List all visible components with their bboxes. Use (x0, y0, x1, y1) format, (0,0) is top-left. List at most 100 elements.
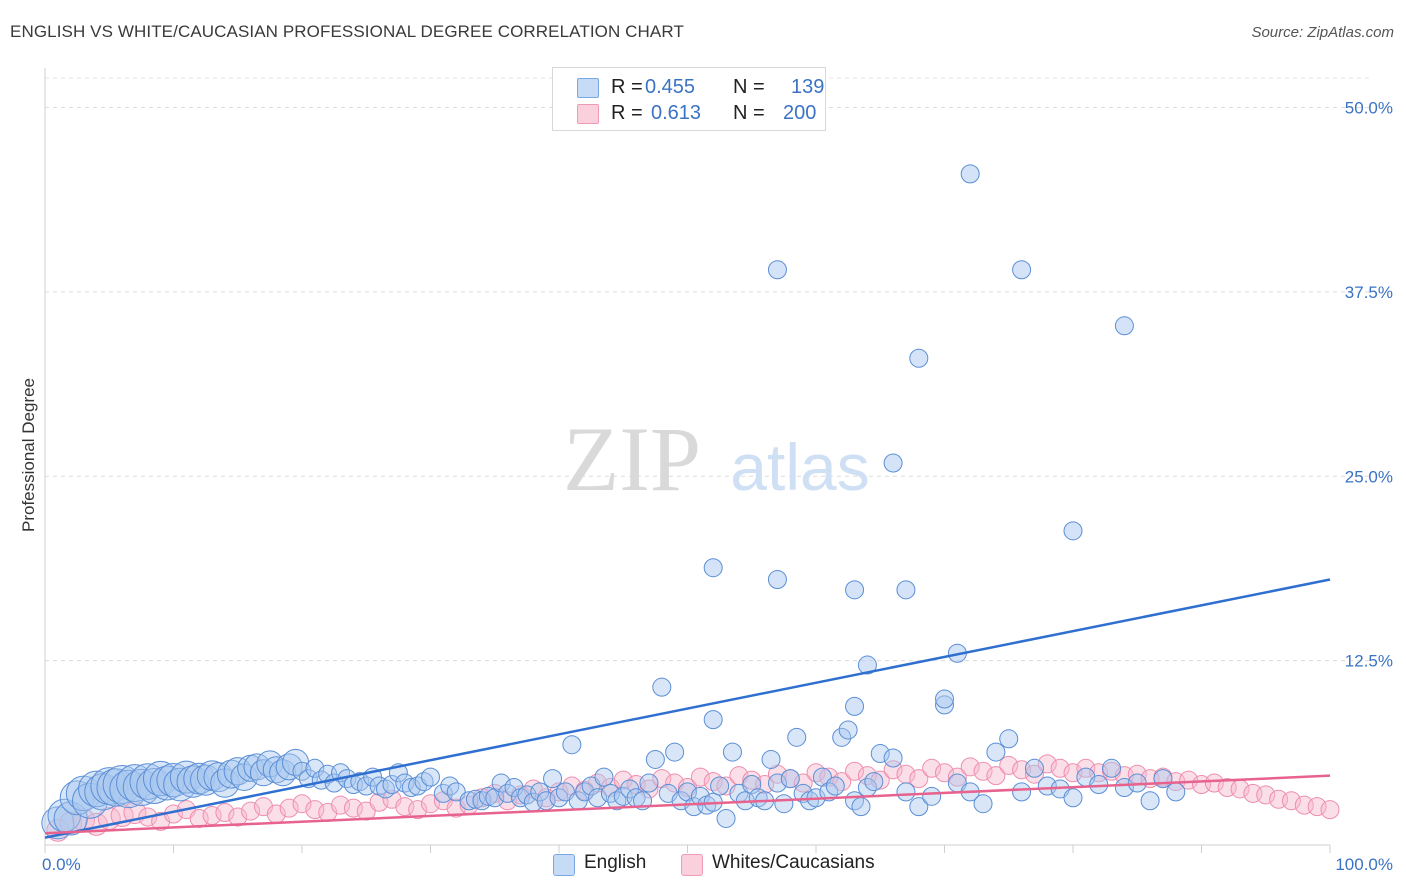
data-point (690, 767, 710, 787)
data-point (787, 727, 807, 747)
bottom-legend-swatch-whites (681, 854, 703, 876)
data-point (999, 755, 1019, 775)
data-point-outlier (857, 655, 877, 675)
data-point (716, 808, 736, 828)
data-point (465, 789, 485, 809)
data-point-outlier (845, 696, 865, 716)
axes (44, 68, 1331, 853)
data-point (562, 735, 582, 755)
data-point (96, 768, 135, 807)
data-point (142, 760, 179, 797)
data-point (1037, 776, 1057, 796)
data-point (645, 749, 665, 769)
data-point (408, 800, 428, 820)
data-point (665, 742, 685, 762)
data-point (395, 797, 415, 817)
data-point (652, 677, 672, 697)
data-point (883, 748, 903, 768)
data-point-outlier (883, 453, 903, 473)
data-point (986, 766, 1006, 786)
data-point (129, 763, 167, 800)
data-point-outlier (703, 558, 723, 578)
legend-r-label: R = (611, 102, 643, 124)
data-point (1037, 754, 1057, 774)
data-point (1024, 758, 1044, 778)
data-point (517, 785, 537, 805)
data-point (331, 795, 351, 815)
y-axis-label: Professional Degree (19, 378, 38, 532)
source-label: Source: ZipAtlas.com (1251, 24, 1394, 41)
data-point-outlier (1012, 260, 1032, 280)
chart-title: ENGLISH VS WHITE/CAUCASIAN PROFESSIONAL … (10, 22, 684, 41)
legend-r-value: 0.613 (651, 102, 702, 124)
data-point (722, 742, 742, 762)
data-point (215, 803, 235, 823)
data-point (279, 798, 299, 818)
legend-r-label: R = (611, 76, 643, 98)
data-point (1140, 791, 1160, 811)
data-point (594, 767, 614, 787)
x-tick-label: 0.0% (42, 855, 81, 874)
data-point (793, 773, 813, 793)
watermark-zip: ZIP (563, 408, 701, 510)
grid-lines (45, 77, 1370, 662)
data-point (169, 760, 203, 794)
data-point-outlier (767, 570, 787, 589)
data-point (845, 761, 865, 781)
data-point (600, 783, 620, 803)
data-point (947, 767, 967, 787)
data-point (922, 758, 942, 778)
legend-n-value: 139 (791, 76, 825, 98)
data-point (305, 800, 325, 820)
legend-swatch-whites (577, 104, 599, 124)
data-point (1050, 758, 1070, 778)
watermark-atlas: atlas (730, 430, 869, 504)
data-point (1256, 785, 1276, 805)
data-point (588, 788, 608, 808)
bottom-legend-label-whites: Whites/Caucasians (712, 852, 875, 873)
data-point (1204, 773, 1224, 793)
data-point (78, 770, 115, 808)
data-point (909, 797, 929, 817)
data-point-outlier (845, 580, 865, 600)
legend-swatch-english (577, 78, 599, 98)
data-point (973, 794, 993, 814)
data-point (909, 769, 929, 789)
data-point (1281, 791, 1301, 811)
legend-n-label: N = (733, 102, 765, 124)
data-point (241, 801, 261, 821)
data-point (960, 757, 980, 777)
data-point (767, 773, 787, 793)
data-point (896, 782, 916, 802)
data-point-outlier (896, 580, 916, 600)
data-point-outlier (1063, 521, 1083, 541)
data-point (710, 776, 730, 796)
data-point (761, 749, 781, 769)
trend-line (44, 774, 1331, 835)
data-point (935, 763, 954, 783)
data-point-outlier (909, 348, 929, 368)
data-point (780, 769, 800, 789)
data-point (1153, 769, 1173, 789)
data-point (1063, 763, 1083, 783)
data-point (825, 776, 845, 796)
data-point (1179, 770, 1199, 790)
data-point (228, 807, 248, 827)
data-point (999, 729, 1019, 749)
x-tick-label: 100.0% (1335, 855, 1393, 874)
data-point (1166, 782, 1186, 802)
data-point (870, 744, 890, 764)
trend-line (44, 578, 1331, 839)
data-point (343, 798, 363, 818)
bottom-legend-label-english: English (584, 852, 647, 873)
y-tick-label: 12.5% (1345, 652, 1393, 671)
data-point (774, 794, 794, 814)
data-point-outlier (935, 689, 954, 709)
series-english (41, 164, 1186, 840)
watermark: ZIP atlas (563, 408, 870, 510)
data-point (986, 742, 1006, 762)
data-point (1012, 782, 1032, 802)
data-point (838, 720, 858, 740)
data-point (1307, 797, 1327, 817)
